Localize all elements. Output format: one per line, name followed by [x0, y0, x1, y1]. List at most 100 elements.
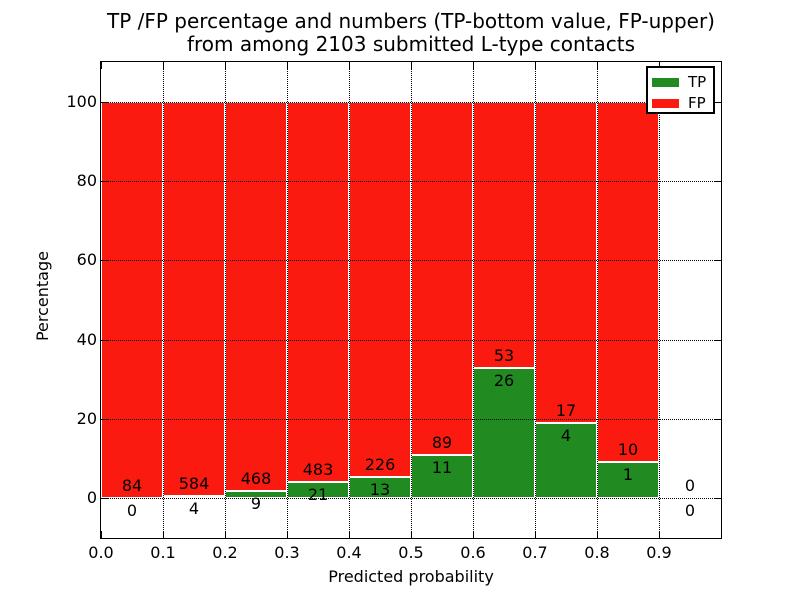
x-tick-label: 0.3	[274, 543, 300, 562]
y-tick-mark	[101, 339, 108, 341]
fp-count-label: 89	[431, 432, 453, 452]
legend: TP FP	[646, 66, 715, 114]
x-tick-mark-top	[597, 62, 598, 69]
chart-title-line-1: TP /FP percentage and numbers (TP-bottom…	[107, 9, 715, 33]
x-tick-label: 0.7	[522, 543, 548, 562]
tp-swatch-icon	[652, 78, 679, 87]
y-tick-mark-right	[714, 339, 721, 341]
x-tick-mark	[225, 531, 226, 538]
bar-tp-segment	[597, 462, 659, 499]
bar-tp-segment	[473, 367, 535, 499]
bar-fp-segment	[473, 101, 535, 368]
x-tick-mark-top	[101, 62, 102, 69]
plot-area	[100, 61, 722, 539]
chart-title-line-2: from among 2103 submitted L-type contact…	[186, 32, 636, 56]
y-tick-mark	[101, 181, 108, 182]
x-tick-mark-top	[473, 62, 474, 69]
x-tick-mark-top	[349, 62, 350, 69]
legend-label-tp: TP	[688, 73, 707, 91]
y-tick-label: 0	[86, 488, 97, 508]
y-tick-mark	[101, 419, 108, 420]
x-tick-mark	[597, 531, 598, 538]
x-tick-label: 0.1	[150, 543, 176, 562]
tp-count-label: 13	[369, 479, 391, 499]
y-tick-label: 80	[76, 171, 97, 190]
v-gridline	[597, 62, 598, 538]
y-tick-label: 40	[76, 329, 97, 349]
bar-fp-segment	[411, 101, 473, 455]
legend-item-fp: FP	[652, 93, 713, 114]
fp-count-label: 84	[121, 476, 143, 496]
fp-swatch-icon	[652, 99, 679, 108]
x-tick-mark	[411, 531, 412, 538]
tp-count-label: 0	[684, 501, 696, 521]
y-tick-label: 100	[66, 91, 97, 111]
x-tick-mark-top	[163, 62, 164, 69]
fp-count-label: 226	[364, 454, 396, 474]
x-tick-mark-top	[225, 62, 226, 69]
x-tick-mark-top	[535, 62, 536, 69]
bar-fp-segment	[101, 101, 163, 499]
bar-fp-segment	[225, 101, 287, 491]
x-tick-label: 0.8	[584, 543, 610, 562]
y-tick-mark	[101, 498, 108, 500]
x-tick-label: 0.5	[398, 543, 424, 562]
tp-count-label: 1	[622, 465, 634, 485]
x-tick-mark	[287, 531, 288, 538]
y-tick-mark	[101, 260, 108, 262]
x-tick-label: 0.6	[460, 543, 486, 562]
v-gridline	[225, 62, 226, 538]
fp-count-label: 17	[555, 400, 577, 420]
y-tick-mark-right	[714, 419, 721, 420]
x-tick-mark-top	[411, 62, 412, 69]
tp-count-label: 26	[493, 370, 515, 390]
bar-tp-segment	[535, 422, 597, 499]
x-tick-label: 0.0	[88, 543, 114, 562]
fp-count-label: 10	[617, 440, 639, 460]
v-gridline	[287, 62, 288, 538]
x-tick-mark	[659, 531, 660, 538]
fp-count-label: 483	[302, 459, 334, 479]
tp-count-label: 11	[431, 457, 453, 477]
bar-fp-segment	[349, 101, 411, 477]
bar-fp-segment	[535, 101, 597, 423]
y-tick-mark-right	[714, 101, 721, 103]
x-tick-mark	[473, 531, 474, 538]
fp-count-label: 468	[240, 468, 272, 488]
legend-label-fp: FP	[688, 94, 706, 112]
x-tick-mark	[163, 531, 164, 538]
y-tick-mark	[101, 101, 108, 103]
tp-count-label: 4	[560, 425, 572, 445]
v-gridline	[163, 62, 164, 538]
fp-count-label: 584	[178, 473, 210, 493]
v-gridline	[473, 62, 474, 538]
x-tick-mark	[101, 531, 102, 538]
x-tick-label: 0.9	[646, 543, 672, 562]
x-tick-label: 0.4	[336, 543, 362, 562]
y-tick-mark-right	[714, 498, 721, 500]
v-gridline	[659, 62, 660, 538]
y-axis-label: Percentage	[33, 251, 52, 342]
y-tick-label: 20	[76, 409, 97, 428]
y-tick-label: 60	[76, 250, 97, 270]
tp-count-label: 4	[188, 498, 200, 518]
bar-fp-segment	[597, 101, 659, 463]
x-tick-mark-top	[287, 62, 288, 69]
x-tick-mark	[535, 531, 536, 538]
fp-count-label: 0	[684, 476, 696, 496]
v-gridline	[411, 62, 412, 538]
bar-fp-segment	[163, 101, 225, 496]
legend-item-tp: TP	[652, 72, 713, 93]
fp-count-label: 53	[493, 345, 515, 365]
x-axis-label: Predicted probability	[328, 567, 494, 586]
tp-count-label: 0	[126, 501, 138, 521]
y-tick-mark-right	[714, 181, 721, 182]
v-gridline	[535, 62, 536, 538]
tp-count-label: 21	[307, 484, 329, 504]
tp-count-label: 9	[250, 493, 262, 513]
v-gridline	[349, 62, 350, 538]
bar-fp-segment	[287, 101, 349, 482]
x-tick-label: 0.2	[212, 543, 238, 562]
x-tick-mark	[349, 531, 350, 538]
